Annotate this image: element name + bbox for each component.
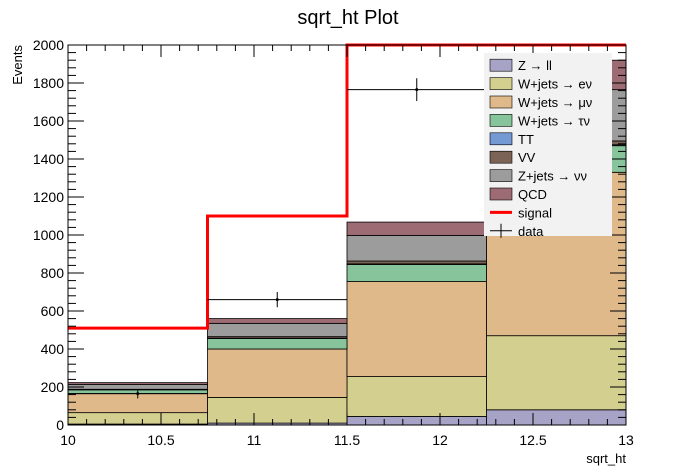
x-tick-label: 12	[432, 432, 448, 448]
legend-entry-8: signal	[490, 205, 552, 220]
legend-entry-7: QCD	[489, 187, 547, 202]
legend-entry-5: VV	[489, 150, 536, 165]
y-tick-label: 1800	[33, 75, 64, 91]
legend-entry-4: TT	[489, 132, 534, 147]
legend: Z → ll W+jets → eν W+jets → μν W+jets → τν T…	[484, 53, 612, 239]
y-tick-label: 200	[41, 379, 65, 395]
legend-entry-2: W+jets → μν	[489, 95, 592, 110]
stack-bar-s7-b1	[207, 318, 348, 324]
stack-bar-s6-b0	[67, 384, 208, 390]
chart-title: sqrt_ht Plot	[297, 7, 399, 29]
x-axis-title: sqrt_ht	[586, 451, 626, 466]
axes: 0 200 400 600 800 1000 1200 1400 1600 1800 2000 10 1…	[33, 37, 634, 448]
y-tick-label: 0	[56, 417, 64, 433]
legend-label: W+jets → μν	[518, 95, 592, 110]
x-tick-label: 11.5	[334, 432, 360, 448]
legend-entry-1: W+jets → eν	[489, 77, 592, 92]
legend-label: signal	[518, 205, 552, 220]
y-tick-label: 1400	[33, 151, 64, 167]
x-tick-label: 13	[618, 432, 634, 448]
stack-bar-s3-b1	[207, 338, 348, 350]
x-tick-label: 11	[247, 432, 262, 448]
y-tick-label: 400	[41, 341, 65, 357]
legend-label: Z → ll	[518, 58, 552, 73]
stack-bar-s2-b1	[207, 348, 348, 398]
legend-entry-3: W+jets → τν	[489, 113, 590, 128]
legend-label: VV	[518, 150, 536, 165]
stack-bar-s5-b2	[346, 260, 487, 265]
legend-label: QCD	[518, 187, 547, 202]
y-tick-label: 800	[41, 265, 65, 281]
stack-bar-s6-b1	[207, 322, 348, 338]
legend-entry-6: Z+jets → νν	[489, 169, 587, 184]
legend-label: data	[518, 224, 544, 239]
x-tick-label: 12.5	[519, 432, 546, 448]
stack-bar-s1-b2	[346, 376, 487, 417]
stack-bar-s0-b3	[486, 409, 627, 426]
legend-entry-9: data	[490, 223, 544, 239]
legend-label: W+jets → τν	[518, 113, 590, 128]
stack-bar-s6-b2	[346, 234, 487, 262]
legend-label: Z+jets → νν	[518, 169, 587, 184]
data-point-1	[207, 292, 347, 308]
legend-label: TT	[518, 132, 534, 147]
stack-bar-s1-b0	[67, 412, 208, 425]
legend-entry-0: Z → ll	[489, 58, 552, 73]
y-tick-label: 1000	[33, 227, 64, 243]
y-tick-label: 1200	[33, 189, 64, 205]
legend-label: W+jets → eν	[518, 77, 592, 92]
stack-bar-s1-b3	[486, 335, 627, 411]
y-tick-label: 2000	[33, 37, 64, 53]
y-axis-title: Events	[10, 45, 25, 85]
x-tick-label: 10.5	[147, 432, 174, 448]
y-tick-label: 600	[41, 303, 65, 319]
stack-bar-s7-b2	[346, 221, 487, 236]
data-point-0	[68, 388, 208, 399]
stack-bar-s0-b2	[346, 416, 487, 426]
data-points	[68, 78, 487, 399]
stack-bar-s3-b2	[346, 264, 487, 282]
stack-bar-s2-b2	[346, 281, 487, 377]
y-tick-label: 1600	[33, 113, 64, 129]
data-point-2	[347, 78, 487, 102]
stack-bar-s1-b1	[207, 397, 348, 424]
x-tick-label: 10	[60, 432, 76, 448]
stack-bar-s7-b0	[67, 382, 208, 385]
